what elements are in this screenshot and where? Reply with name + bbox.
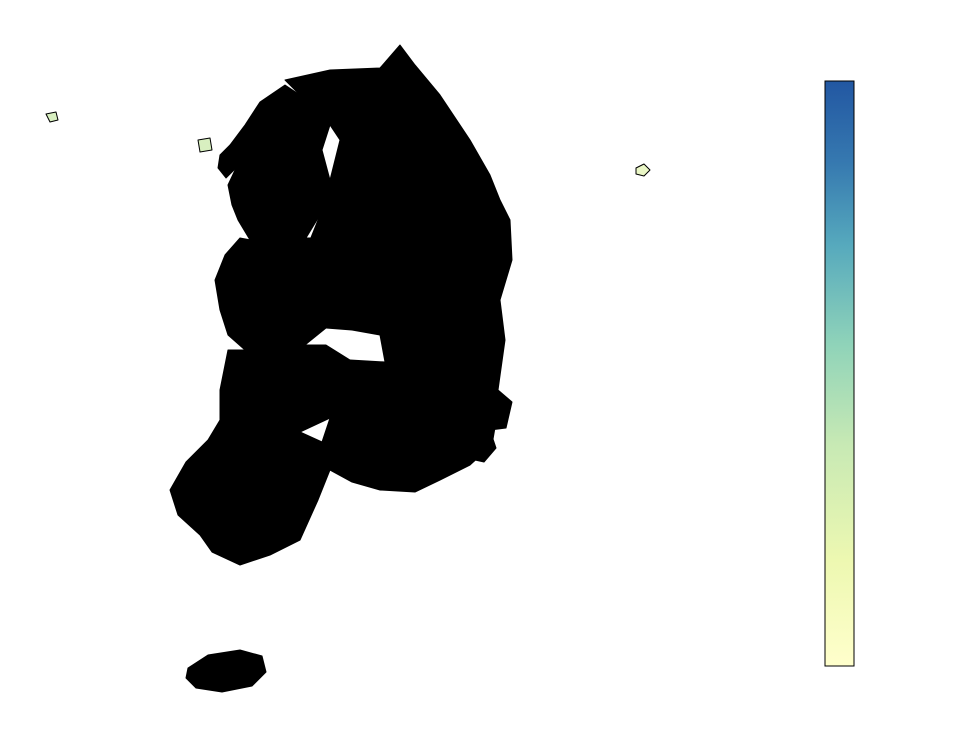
island-ulleungdo bbox=[635, 163, 651, 177]
region-ulsan[interactable] bbox=[474, 389, 513, 431]
colorbar bbox=[824, 80, 855, 667]
colorbar-gradient bbox=[824, 80, 855, 667]
island-baengnyeong bbox=[45, 111, 59, 123]
region-busan[interactable] bbox=[465, 429, 497, 463]
region-daegu[interactable] bbox=[397, 335, 441, 379]
region-incheon[interactable] bbox=[217, 144, 241, 179]
region-seoul[interactable] bbox=[253, 155, 297, 192]
region-gyeongnam[interactable] bbox=[321, 359, 499, 493]
map-regions bbox=[45, 44, 651, 693]
region-jeju[interactable] bbox=[185, 649, 267, 693]
region-gwangju[interactable] bbox=[233, 439, 273, 471]
region-jeonnam[interactable] bbox=[169, 419, 331, 566]
region-chungnam[interactable] bbox=[214, 237, 327, 351]
region-daejeon[interactable] bbox=[297, 295, 327, 333]
island-west-1 bbox=[197, 137, 213, 153]
